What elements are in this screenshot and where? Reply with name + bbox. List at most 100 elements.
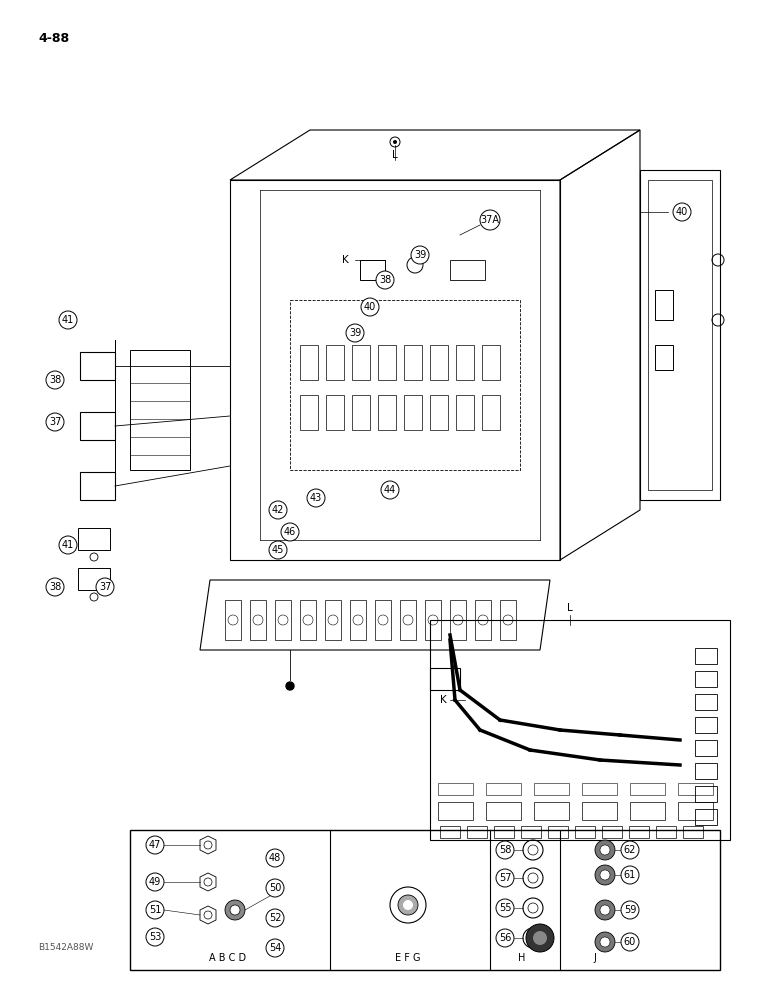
Bar [548,826,568,838]
Circle shape [286,682,294,690]
Text: 44: 44 [384,485,396,495]
Text: 54: 54 [269,943,281,953]
Bar [326,395,344,430]
Circle shape [600,845,610,855]
Circle shape [673,203,691,221]
Bar [683,826,703,838]
Bar [438,802,473,820]
Text: 39: 39 [349,328,361,338]
Bar [582,802,617,820]
Text: 56: 56 [499,933,511,943]
Circle shape [146,928,164,946]
Text: 57: 57 [498,873,511,883]
Circle shape [346,324,364,342]
Bar [629,826,649,838]
Text: 38: 38 [379,275,391,285]
Bar [80,412,115,440]
Text: 53: 53 [149,932,161,942]
Bar [352,345,370,380]
Circle shape [526,924,554,952]
Text: 4-88: 4-88 [38,32,69,45]
Bar [225,600,241,640]
Text: 45: 45 [271,545,284,555]
Circle shape [595,900,615,920]
Circle shape [496,899,514,917]
Circle shape [46,413,64,431]
Circle shape [496,869,514,887]
Bar [695,648,717,664]
Bar [494,826,514,838]
Text: 50: 50 [269,883,281,893]
Bar [450,260,485,280]
Circle shape [146,836,164,854]
Text: J: J [594,953,597,963]
Bar [438,783,473,795]
Bar [425,600,441,640]
Text: 42: 42 [271,505,284,515]
Circle shape [266,879,284,897]
Circle shape [266,939,284,957]
Circle shape [600,905,610,915]
Bar [695,740,717,756]
Text: 40: 40 [676,207,688,217]
Text: B1542A88W: B1542A88W [38,943,94,952]
Bar [534,783,569,795]
Bar [350,600,366,640]
Circle shape [595,865,615,885]
Text: 60: 60 [624,937,636,947]
Bar [456,395,474,430]
Circle shape [411,246,429,264]
Bar [360,260,385,280]
Bar [575,826,595,838]
Circle shape [266,909,284,927]
Text: 62: 62 [624,845,636,855]
Bar [450,600,466,640]
Bar [78,568,110,590]
Circle shape [376,271,394,289]
Text: 52: 52 [269,913,282,923]
Bar [482,345,500,380]
Bar [467,826,487,838]
Circle shape [496,929,514,947]
Bar [655,290,673,320]
Circle shape [361,298,379,316]
Circle shape [496,841,514,859]
Circle shape [595,932,615,952]
Text: 49: 49 [149,877,161,887]
Circle shape [46,371,64,389]
Text: 58: 58 [499,845,511,855]
Circle shape [533,931,547,945]
Bar [130,350,190,470]
Circle shape [381,481,399,499]
Bar [500,600,516,640]
Text: E F G: E F G [395,953,420,963]
Bar [430,345,448,380]
Text: 38: 38 [49,582,61,592]
Circle shape [307,489,325,507]
Circle shape [230,905,240,915]
Text: K: K [342,255,349,265]
Bar [695,786,717,802]
Text: 40: 40 [364,302,376,312]
Text: 39: 39 [414,250,426,260]
Text: 48: 48 [269,853,281,863]
Bar [325,600,341,640]
Circle shape [146,901,164,919]
Bar [630,802,665,820]
Text: 37: 37 [49,417,61,427]
Circle shape [281,523,299,541]
Bar [695,671,717,687]
Circle shape [480,210,500,230]
Bar [378,395,396,430]
Circle shape [621,933,639,951]
Circle shape [59,536,77,554]
Bar [130,830,720,970]
Bar [521,826,541,838]
Bar [404,345,422,380]
Circle shape [621,841,639,859]
Bar [695,694,717,710]
Circle shape [403,900,413,910]
Bar [250,600,266,640]
Circle shape [398,895,418,915]
Text: 51: 51 [149,905,161,915]
